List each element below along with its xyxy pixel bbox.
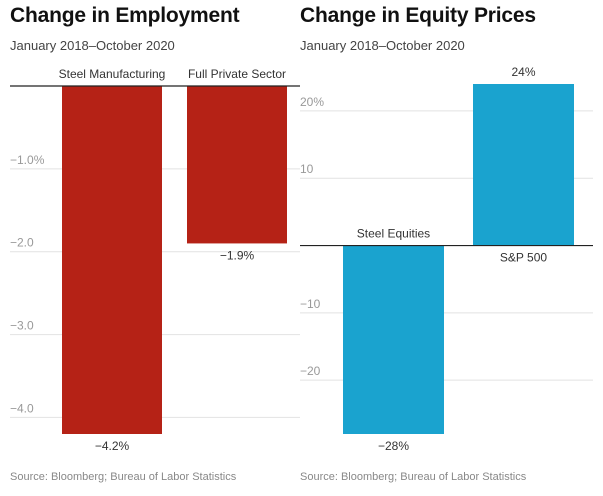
chart-source: Source: Bloomberg; Bureau of Labor Stati… bbox=[10, 471, 237, 483]
y-tick-label: −20 bbox=[300, 364, 321, 378]
data-label: −4.2% bbox=[95, 439, 130, 453]
chart-source: Source: Bloomberg; Bureau of Labor Stati… bbox=[300, 471, 527, 483]
employment-bar-chart: −1.0% −2.0 −3.0 −4.0 Steel Manufacturing −4.2… bbox=[10, 67, 300, 453]
data-label: −28% bbox=[378, 439, 409, 453]
y-tick-label: −4.0 bbox=[10, 401, 34, 415]
y-tick-label: −1.0% bbox=[10, 153, 45, 167]
equity-chart-panel: Change in Equity Prices January 2018–Oct… bbox=[300, 0, 603, 496]
chart-title: Change in Equity Prices bbox=[300, 4, 536, 27]
chart-subtitle: January 2018–October 2020 bbox=[10, 38, 175, 53]
employment-chart-panel: Change in Employment January 2018–Octobe… bbox=[0, 0, 300, 496]
bar-2 bbox=[187, 86, 287, 244]
bar-1 bbox=[62, 86, 162, 434]
data-label: 24% bbox=[511, 65, 535, 79]
chart-subtitle: January 2018–October 2020 bbox=[300, 38, 465, 53]
y-tick-label: −10 bbox=[300, 297, 321, 311]
y-tick-label: 10 bbox=[300, 162, 314, 176]
y-tick-label: 20% bbox=[300, 95, 324, 109]
equity-bar-chart: 20% 10 −10 −20 Steel Equities −28% S&P 500 24% bbox=[300, 65, 593, 453]
bar-1 bbox=[343, 245, 444, 434]
chart-title: Change in Employment bbox=[10, 4, 240, 27]
category-label: Full Private Sector bbox=[188, 67, 286, 81]
category-label: Steel Equities bbox=[357, 227, 430, 241]
category-label: S&P 500 bbox=[500, 251, 547, 265]
bar-2 bbox=[473, 84, 574, 246]
y-tick-label: −3.0 bbox=[10, 319, 34, 333]
category-label: Steel Manufacturing bbox=[59, 67, 166, 81]
data-label: −1.9% bbox=[220, 248, 255, 262]
y-tick-label: −2.0 bbox=[10, 236, 34, 250]
